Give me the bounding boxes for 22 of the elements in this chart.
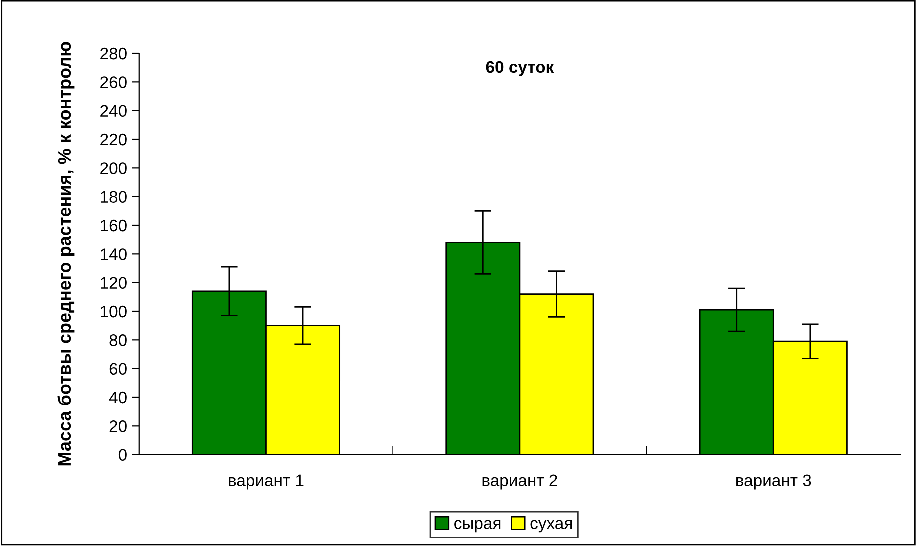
y-tick-label: 0 [118,449,127,462]
y-tick-label: 220 [100,134,127,146]
legend-label: сырая [454,520,501,533]
y-axis-title: Масса ботвы среднего растения, % к контролю [58,42,75,466]
y-tick-label: 120 [101,277,127,290]
y-tick-label: 280 [100,48,127,60]
y-tick-label: 40 [109,392,127,404]
y-tick-label: 160 [101,220,127,232]
y-tick-label: 80 [110,334,127,346]
y-tick-label: 200 [100,162,127,174]
y-tick-label: 240 [100,105,127,118]
y-tick-label: 260 [100,76,127,88]
x-tick-label: вариант 2 [482,474,558,490]
x-tick-label: вариант 1 [229,474,304,490]
y-tick-label: 140 [101,248,127,260]
chart-title: 60 суток [486,61,554,76]
y-tick-label: 100 [101,306,127,318]
legend-label: сухая [530,520,572,533]
y-tick-label: 60 [110,363,127,376]
y-tick-label: 180 [101,191,127,204]
x-tick-label: вариант 3 [736,474,812,490]
y-tick-label: 20 [110,420,127,432]
